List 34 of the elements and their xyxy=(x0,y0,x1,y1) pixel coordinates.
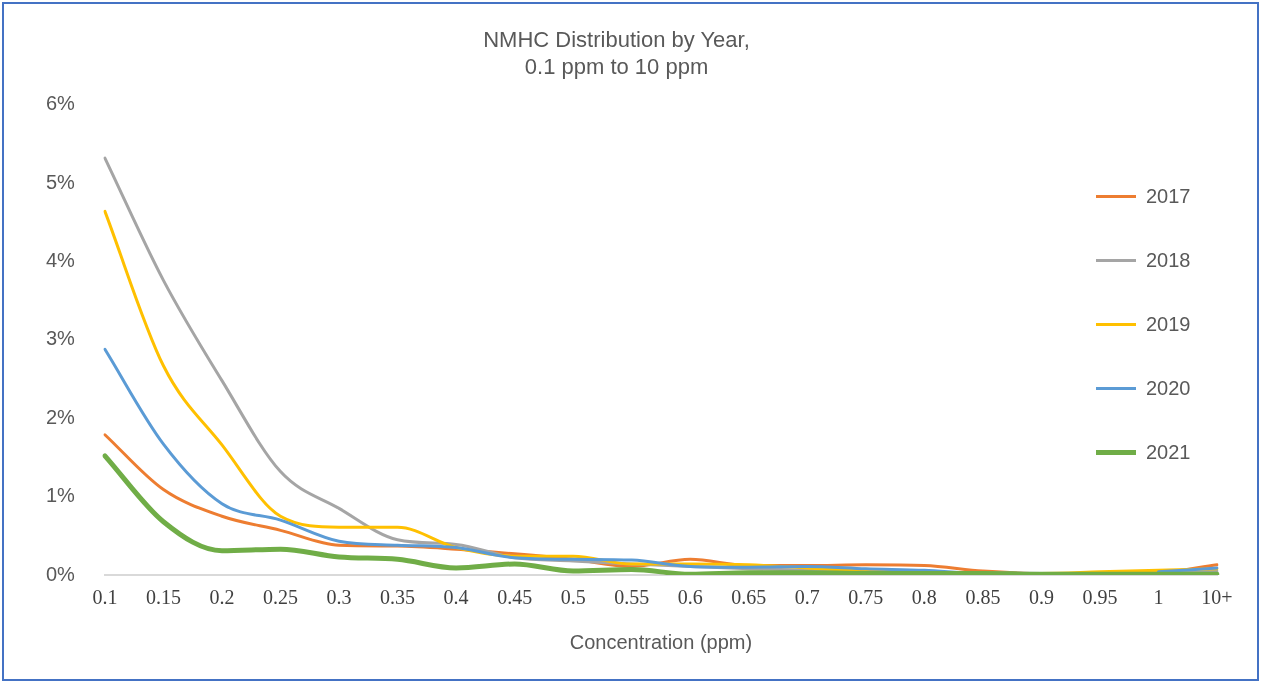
x-tick-label: 0.8 xyxy=(911,586,937,609)
x-tick-label: 0.2 xyxy=(209,586,235,609)
chart-title: NMHC Distribution by Year, 0.1 ppm to 10 ppm xyxy=(483,27,750,79)
x-tick-label: 0.3 xyxy=(326,586,352,609)
legend-label: 2018 xyxy=(1146,248,1191,272)
y-tick-label: 4% xyxy=(46,249,76,272)
y-tick-label: 0% xyxy=(46,562,76,585)
x-tick-label: 0.35 xyxy=(380,586,416,609)
y-tick-label: 6% xyxy=(46,92,76,115)
x-tick-label: 0.7 xyxy=(794,586,820,609)
x-tick-label: 1 xyxy=(1153,586,1164,609)
x-tick-label: 0.6 xyxy=(677,586,703,609)
x-tick-label: 0.75 xyxy=(848,586,884,609)
x-tick-label: 0.4 xyxy=(443,586,469,609)
x-tick-label: 0.85 xyxy=(965,586,1001,609)
x-axis-title: Concentration (ppm) xyxy=(569,630,753,653)
y-tick-label: 2% xyxy=(46,405,76,428)
x-tick-label: 0.45 xyxy=(497,586,533,609)
legend-label: 2017 xyxy=(1146,184,1191,208)
x-tick-label: 0.65 xyxy=(731,586,767,609)
legend-label: 2021 xyxy=(1146,440,1191,464)
x-tick-label: 0.55 xyxy=(614,586,650,609)
x-tick-label: 0.15 xyxy=(145,586,181,609)
x-tick-label: 0.5 xyxy=(560,586,586,609)
x-tick-label: 0.95 xyxy=(1082,586,1118,609)
x-tick-label: 0.1 xyxy=(92,586,118,609)
x-tick-label: 0.9 xyxy=(1028,586,1054,609)
legend-label: 2020 xyxy=(1146,376,1191,400)
x-tick-label: 10+ xyxy=(1201,586,1233,609)
y-tick-label: 5% xyxy=(46,170,76,193)
x-tick-label: 0.25 xyxy=(263,586,298,609)
y-tick-label: 3% xyxy=(46,327,76,350)
y-tick-label: 1% xyxy=(46,484,76,507)
legend-label: 2019 xyxy=(1146,312,1191,336)
